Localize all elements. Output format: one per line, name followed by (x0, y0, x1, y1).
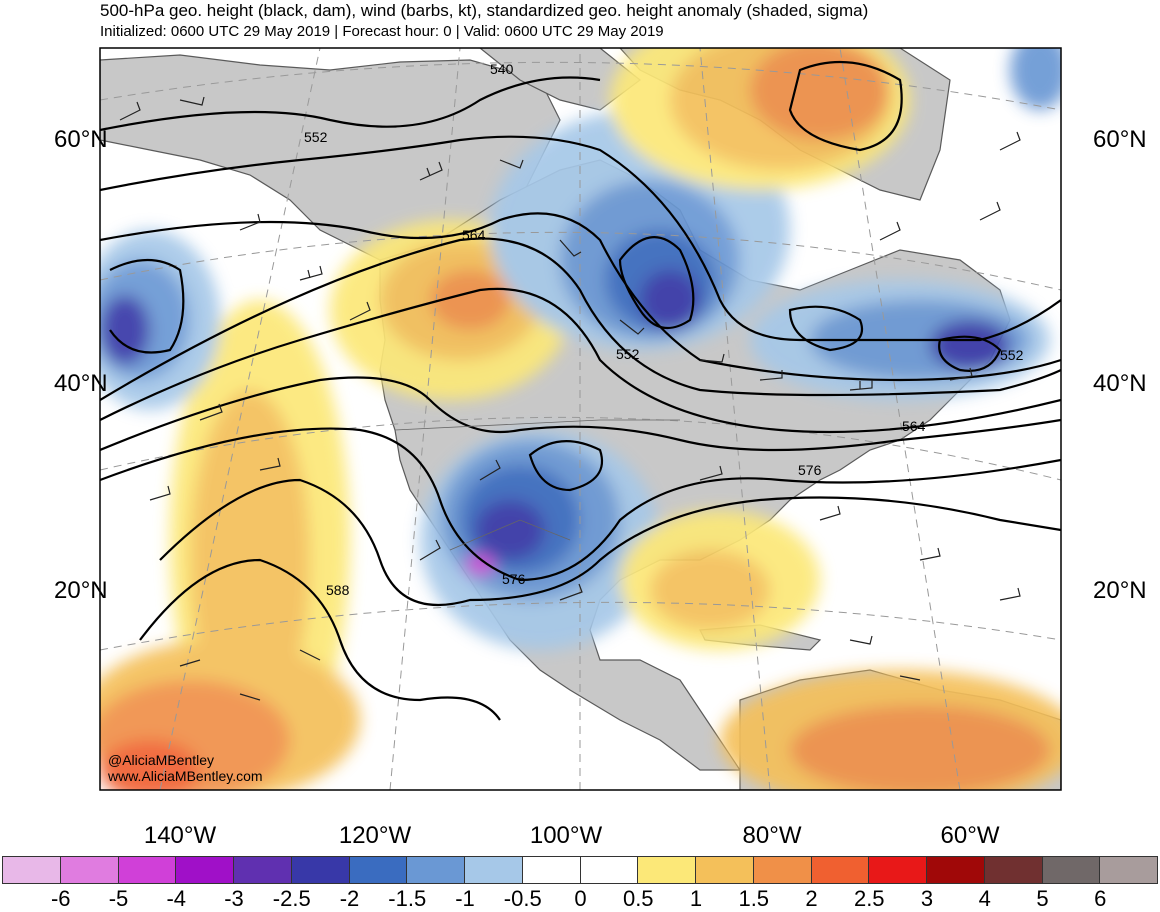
lat-label-60n-left: 60°N (54, 126, 108, 153)
colorbar-swatch (2, 856, 61, 884)
colorbar-swatch (637, 856, 696, 884)
contour-label: 552 (1000, 347, 1024, 363)
lon-label-140w: 140°W (143, 822, 217, 849)
colorbar-swatch (175, 856, 234, 884)
colorbar-swatch (290, 856, 350, 884)
lon-label-100w: 100°W (529, 822, 603, 849)
contour-label: 564 (902, 418, 926, 434)
weather-map: 540 552 564 552 552 564 576 576 588 (99, 47, 1062, 791)
colorbar-swatch (1099, 856, 1158, 884)
colorbar-swatch (59, 856, 119, 884)
colorbar-tick-label: 1 (689, 886, 703, 911)
colorbar-swatch (406, 856, 465, 884)
colorbar-swatch (1041, 856, 1101, 884)
lat-label-20n-right: 20°N (1093, 577, 1147, 604)
colorbar-tick-label: -1.5 (388, 886, 427, 911)
contour-label: 564 (462, 227, 486, 243)
wind-barbs (119, 96, 1021, 701)
colorbar-tick-label: -5 (108, 886, 129, 911)
contour-labels: 540 552 564 552 552 564 576 576 588 (304, 61, 1024, 598)
lon-label-120w: 120°W (338, 822, 412, 849)
colorbar (2, 856, 1158, 884)
colorbar-swatch (348, 856, 408, 884)
lon-label-60w: 60°W (940, 822, 1000, 849)
contour-label: 540 (490, 61, 514, 77)
colorbar-swatch (926, 856, 985, 884)
political-boundaries (394, 419, 680, 551)
colorbar-tick-label: 0 (574, 886, 587, 911)
colorbar-swatch (983, 856, 1043, 884)
lon-label-80w: 80°W (742, 822, 802, 849)
colorbar-swatch (464, 856, 523, 884)
colorbar-tick-label: -0.5 (503, 886, 542, 911)
lat-label-60n-right: 60°N (1093, 126, 1147, 153)
colorbar-tick-label: -2 (339, 886, 360, 911)
contour-label: 552 (304, 129, 328, 145)
colorbar-tick-label: -1 (455, 886, 475, 911)
map-subtitle: Initialized: 0600 UTC 29 May 2019 | Fore… (100, 23, 664, 40)
colorbar-swatch (579, 856, 639, 884)
colorbar-tick-label: 2 (805, 886, 818, 911)
lat-label-20n-left: 20°N (54, 577, 108, 604)
lat-label-40n-right: 40°N (1093, 370, 1147, 397)
contour-label: 552 (616, 346, 640, 362)
height-contours (100, 60, 1061, 721)
contour-label: 576 (798, 462, 822, 478)
plot-frame (99, 47, 1062, 791)
colorbar-tick-label: -6 (50, 886, 71, 911)
contour-label: 576 (502, 571, 526, 587)
graticule (100, 48, 1061, 790)
colorbar-tick-label: 6 (1094, 886, 1107, 911)
map-title: 500-hPa geo. height (black, dam), wind (… (100, 1, 869, 20)
colorbar-swatch (695, 856, 754, 884)
colorbar-tick-label: 1.5 (738, 886, 770, 911)
colorbar-swatch (868, 856, 927, 884)
colorbar-tick-label: -3 (224, 886, 244, 911)
colorbar-swatch (752, 856, 812, 884)
colorbar-tick-label: 5 (1036, 886, 1049, 911)
credit-website: www.AliciaMBentley.com (108, 768, 263, 784)
colorbar-swatch (233, 856, 292, 884)
colorbar-tick-label: -2.5 (272, 886, 311, 911)
colorbar-tick-label: 3 (920, 886, 934, 911)
colorbar-swatch (521, 856, 581, 884)
credit-handle: @AliciaMBentley (108, 752, 215, 768)
colorbar-tick-label: 2.5 (853, 886, 885, 911)
colorbar-swatch (810, 856, 870, 884)
anomaly-shading (100, 48, 1061, 790)
colorbar-tick-label: -4 (166, 886, 187, 911)
contour-label: 588 (326, 582, 350, 598)
lat-label-40n-left: 40°N (54, 370, 108, 397)
colorbar-swatch (117, 856, 177, 884)
colorbar-tick-label: 0.5 (622, 886, 654, 911)
land-baffin (479, 48, 641, 111)
colorbar-tick-label: 4 (978, 886, 991, 911)
